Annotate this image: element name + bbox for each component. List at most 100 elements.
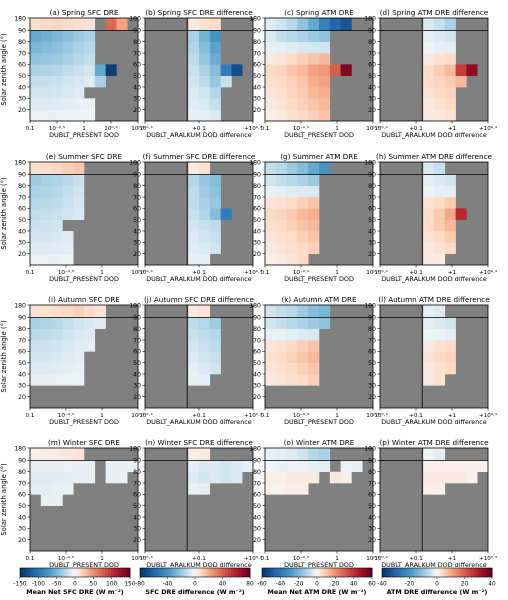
heatmap-cell <box>286 317 298 329</box>
heatmap-cell <box>434 317 446 329</box>
heatmap-cell <box>319 53 331 65</box>
heatmap-cell <box>40 197 52 209</box>
heatmap-cell <box>188 197 200 209</box>
heatmap-cell <box>199 53 211 65</box>
heatmap-cell <box>286 208 298 220</box>
colorbar-swatch <box>230 568 234 577</box>
x-tick-label: +1 <box>448 556 457 562</box>
y-tick-label: 30 <box>368 96 376 103</box>
heatmap-cell <box>40 374 52 386</box>
heatmap-cell <box>275 340 287 352</box>
heatmap-cell <box>308 374 320 386</box>
heatmap-cell <box>30 162 42 175</box>
heatmap-cell <box>188 242 200 254</box>
heatmap-cell <box>297 231 309 243</box>
colorbar-swatch <box>459 568 463 577</box>
colorbar-swatch <box>448 568 452 577</box>
heatmap-cell <box>199 219 211 232</box>
heatmap-cell <box>51 87 63 99</box>
colorbar-swatch <box>333 568 337 577</box>
colorbar-label: Mean Net SFC DRE (W m⁻²) <box>26 588 123 596</box>
x-tick-label: 1 <box>335 413 339 419</box>
colorbar-swatch <box>270 568 274 577</box>
heatmap-cell <box>444 109 456 122</box>
heatmap-cell <box>434 374 446 386</box>
colorbar-swatch <box>47 568 51 577</box>
colorbar-swatch <box>286 568 290 577</box>
heatmap-cell <box>308 460 320 472</box>
x-tick-label: 10⁻⁰·⁵ <box>293 125 309 132</box>
heatmap-cell <box>340 64 352 76</box>
y-tick-label: 20 <box>253 394 261 401</box>
heatmap-cell <box>434 53 446 65</box>
heatmap-cell <box>188 185 200 198</box>
heatmap-cell <box>265 328 277 341</box>
heatmap-cell <box>73 162 85 175</box>
heatmap-cell <box>319 18 331 31</box>
heatmap-cell <box>62 328 74 341</box>
colorbar-swatch <box>44 568 48 577</box>
heatmap-cell <box>116 460 128 472</box>
heatmap-cell <box>308 75 320 88</box>
x-axis-label: DUBLT_PRESENT DOD <box>49 418 119 426</box>
heatmap-cell <box>199 328 211 341</box>
heatmap-cell <box>434 362 446 375</box>
heatmap-cell <box>62 109 74 122</box>
heatmap-cell <box>62 305 74 318</box>
x-tick-label: -10⁰·⁴ <box>137 555 153 562</box>
heatmap-cell <box>209 41 221 54</box>
heatmap-cell <box>209 351 221 363</box>
heatmap-cell <box>423 30 435 42</box>
colorbar-swatch <box>113 568 117 577</box>
heatmap-cell <box>231 471 243 484</box>
heatmap-cell <box>62 317 74 329</box>
y-tick-label: 30 <box>368 526 376 533</box>
heatmap-cell <box>265 253 277 266</box>
heatmap-cell <box>275 448 287 461</box>
heatmap-cell <box>308 18 320 31</box>
colorbar-swatch <box>116 568 120 577</box>
colorbar-swatch <box>384 568 388 577</box>
heatmap-cell <box>265 374 277 386</box>
heatmap-cell <box>40 219 52 232</box>
heatmap-cell <box>286 109 298 122</box>
x-tick-label: +10⁰·⁴ <box>244 555 263 562</box>
colorbar-swatch <box>366 568 370 577</box>
heatmap-cell <box>84 305 96 318</box>
x-tick-label: +10⁰·⁴ <box>479 555 498 562</box>
y-tick-label: 60 <box>253 492 261 499</box>
heatmap-cell <box>94 317 106 329</box>
y-tick-label: 30 <box>133 526 141 533</box>
heatmap-cell <box>188 351 200 363</box>
heatmap-cell <box>286 448 298 461</box>
y-tick-label: 50 <box>133 360 141 367</box>
colorbar-tick-label: 150 <box>124 582 135 588</box>
x-tick-label: +10⁰·⁴ <box>244 412 263 419</box>
heatmap-cell <box>297 317 309 329</box>
heatmap-cell <box>434 98 446 110</box>
heatmap-cell <box>188 208 200 220</box>
y-tick-label: 30 <box>133 240 141 247</box>
x-tick-label: 1 <box>100 270 104 276</box>
heatmap-cell <box>319 98 331 110</box>
heatmap-cell <box>265 219 277 232</box>
y-tick-label: 60 <box>133 62 141 69</box>
colorbar-swatch <box>236 568 240 577</box>
colorbar-tick-label: 50 <box>90 582 98 588</box>
heatmap-cell <box>275 109 287 122</box>
y-tick-label: 80 <box>133 326 141 333</box>
colorbar-swatch <box>281 568 285 577</box>
y-tick-label: 30 <box>18 383 26 390</box>
panel-frame <box>264 304 374 409</box>
heatmap-cell <box>51 30 63 42</box>
colorbar-swatch <box>64 568 68 577</box>
heatmap-cell <box>62 483 74 495</box>
colorbar-swatch <box>284 568 288 577</box>
panel-title: (m) Winter SFC DRE <box>48 438 120 447</box>
heatmap-cell <box>199 471 211 484</box>
heatmap-cell <box>286 471 298 484</box>
colorbar-swatch <box>330 568 334 577</box>
colorbar-swatch <box>319 568 323 577</box>
heatmap-cell <box>308 305 320 318</box>
heatmap-cell <box>40 253 52 266</box>
